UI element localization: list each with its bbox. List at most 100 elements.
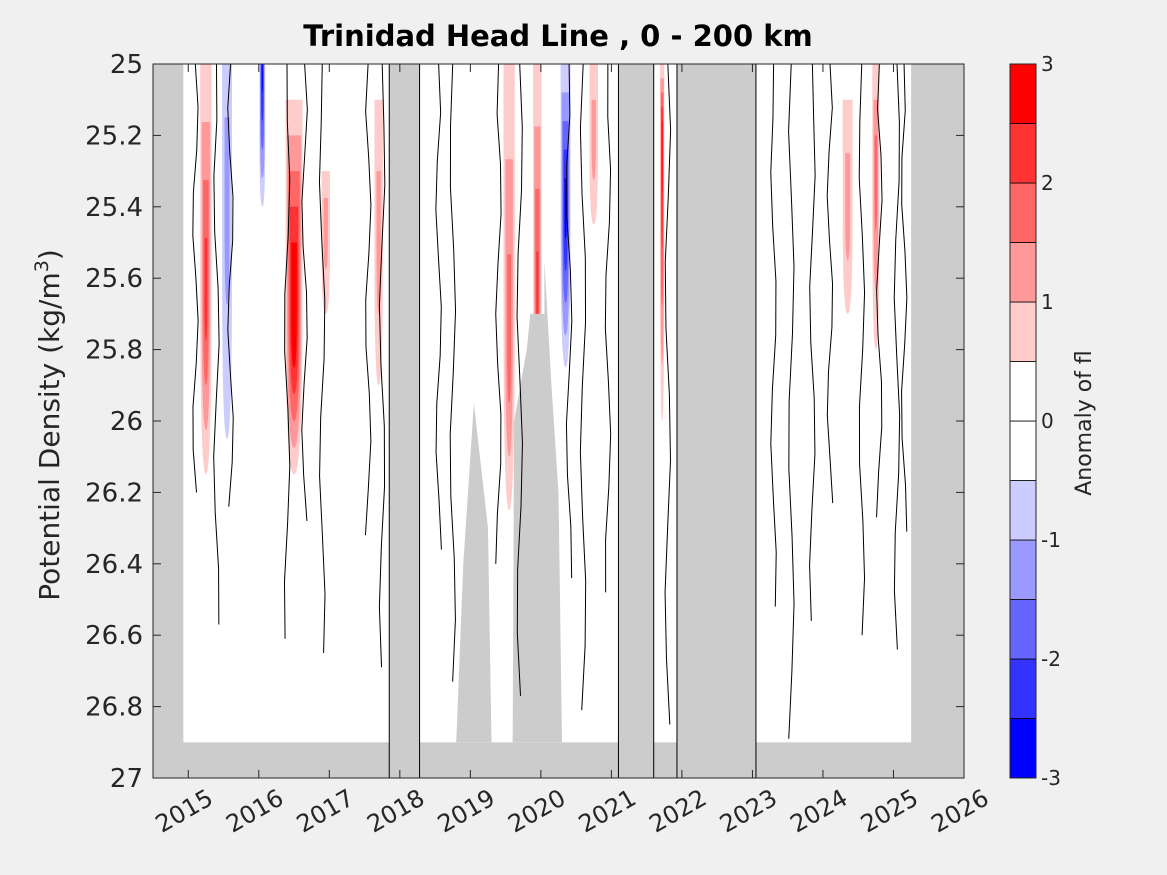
- no-data-wedge: [456, 403, 492, 743]
- colorbar-segment: [1009, 123, 1037, 184]
- zero-contour-line: [565, 64, 573, 579]
- anomaly-band: [323, 197, 328, 270]
- anomaly-band: [845, 153, 851, 261]
- y-tick-label: 26.6: [85, 621, 143, 651]
- colorbar-segment: [1009, 361, 1037, 422]
- anomaly-feature: [374, 99, 383, 386]
- colorbar-segment: [1009, 539, 1037, 600]
- colorbar-segment: [1009, 420, 1037, 481]
- anomaly-feature: [842, 99, 853, 314]
- zero-contour-line: [495, 64, 502, 564]
- anomaly-band: [507, 254, 512, 404]
- colorbar-segment: [1009, 182, 1037, 243]
- zero-contour-line: [809, 64, 816, 621]
- chart-title: Trinidad Head Line , 0 - 200 km: [303, 19, 812, 53]
- x-tick-label: 2022: [644, 784, 711, 839]
- zero-contour-line: [664, 64, 672, 725]
- zero-contour-line: [826, 64, 834, 504]
- y-axis-label-text: Potential Density (kg/m: [33, 272, 66, 601]
- y-axis-label: Potential Density (kg/m3): [31, 249, 66, 601]
- no-data-period: [911, 64, 964, 778]
- colorbar-tick-label: 3: [1041, 52, 1054, 76]
- anomaly-band: [591, 99, 596, 181]
- anomaly-feature: [589, 64, 598, 225]
- anomaly-band: [292, 278, 296, 341]
- zero-contour-line: [378, 64, 386, 668]
- colorbar-tick-label: -2: [1041, 647, 1061, 671]
- x-tick-label: 2021: [574, 784, 641, 839]
- y-tick-label: 25.8: [85, 336, 143, 366]
- x-tick-label: 2023: [715, 784, 782, 839]
- x-tick-label: 2020: [503, 784, 570, 839]
- anomaly-feature: [259, 64, 266, 207]
- colorbar-segment: [1009, 480, 1037, 541]
- anomaly-feature: [321, 171, 331, 314]
- anomaly-band: [564, 178, 567, 239]
- y-axis-label-superscript: 3: [31, 260, 53, 272]
- anomaly-feature: [660, 64, 665, 421]
- colorbar-segment: [1009, 63, 1037, 124]
- colorbar-tick-label: 2: [1041, 171, 1054, 195]
- zero-contour-line: [435, 64, 442, 550]
- no-data-period: [388, 64, 421, 778]
- no-data-wedge: [512, 260, 563, 743]
- y-tick-label: 25.2: [85, 121, 143, 151]
- zero-contour-line: [770, 64, 777, 607]
- x-tick-label: 2015: [151, 784, 218, 839]
- x-tick-label: 2016: [221, 784, 288, 839]
- anomaly-feature: [872, 64, 880, 350]
- anomaly-feature: [222, 64, 232, 439]
- zero-contour-line: [788, 64, 795, 739]
- zero-contour-line: [876, 64, 883, 518]
- zero-contour-line: [516, 64, 523, 696]
- zero-contour-line: [364, 64, 372, 536]
- anomaly-feature: [200, 64, 212, 475]
- colorbar-frame: [1009, 63, 1037, 779]
- zero-contour-line: [604, 64, 612, 593]
- zero-contour-line: [227, 64, 234, 507]
- zero-contour-line: [579, 64, 587, 711]
- y-tick-label: 26.8: [85, 693, 143, 723]
- colorbar-segment: [1009, 599, 1037, 660]
- zero-contour-line: [283, 64, 291, 639]
- x-tick-label: 2017: [292, 784, 359, 839]
- colorbar-tick-label: 0: [1041, 409, 1054, 433]
- anomaly-band: [376, 171, 381, 314]
- anomaly-feature: [560, 64, 571, 368]
- x-tick-label: 2025: [856, 784, 923, 839]
- x-tick-label: 2026: [927, 784, 994, 839]
- colorbar-segment: [1009, 718, 1037, 779]
- y-tick-label: 26: [110, 407, 143, 437]
- anomaly-band: [224, 117, 230, 305]
- anomaly-band: [874, 135, 878, 231]
- zero-contour-line: [893, 64, 901, 650]
- colorbar-tick-label: 1: [1041, 290, 1054, 314]
- no-data-deep-band: [153, 742, 964, 778]
- y-tick-label: 25: [110, 50, 143, 80]
- colorbar-tick-label: -1: [1041, 528, 1061, 552]
- y-tick-label: 26.2: [85, 478, 143, 508]
- x-tick-label: 2019: [433, 784, 500, 839]
- colorbar-segment: [1009, 242, 1037, 303]
- zero-contour-line: [858, 64, 866, 636]
- anomaly-band: [661, 121, 663, 193]
- no-data-period: [617, 64, 655, 778]
- anomaly-feature: [285, 99, 303, 475]
- anomaly-feature: [503, 64, 515, 511]
- colorbar-label: Anomaly of fl: [1072, 350, 1097, 496]
- y-tick-label: 25.6: [85, 264, 143, 294]
- zero-contour-line: [449, 64, 457, 682]
- no-data-period: [676, 64, 757, 778]
- y-tick-label: 25.4: [85, 193, 143, 223]
- x-tick-label: 2018: [362, 784, 429, 839]
- x-tick-label: 2024: [786, 784, 853, 839]
- colorbar-segment: [1009, 658, 1037, 719]
- zero-contour-line: [213, 64, 220, 625]
- colorbar-tick-label: -3: [1041, 766, 1061, 790]
- anomaly-band: [204, 238, 208, 341]
- colorbar-segment: [1009, 301, 1037, 362]
- y-tick-label: 26.4: [85, 550, 143, 580]
- y-tick-label: 27: [110, 764, 143, 794]
- zero-contour-line: [192, 64, 199, 493]
